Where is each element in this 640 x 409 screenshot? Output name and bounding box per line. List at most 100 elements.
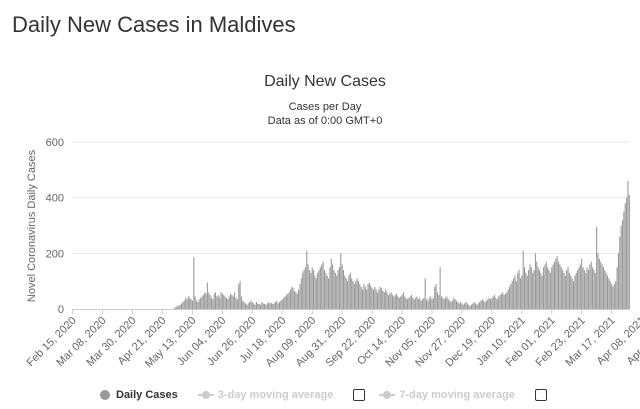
daily-cases-bar — [292, 288, 294, 310]
daily-cases-bar — [489, 299, 492, 309]
daily-cases-bar — [515, 281, 517, 309]
daily-cases-bar — [175, 306, 177, 309]
daily-cases-bar — [347, 281, 349, 309]
daily-cases-bar — [487, 299, 489, 309]
daily-cases-bar — [379, 286, 381, 309]
daily-cases-bar — [572, 281, 575, 309]
daily-cases-bar — [243, 302, 245, 309]
daily-cases-bar — [517, 272, 519, 309]
daily-cases-bar — [605, 272, 607, 309]
daily-cases-bar — [604, 270, 606, 309]
daily-cases-bar — [223, 295, 225, 309]
daily-cases-bar — [533, 270, 535, 309]
daily-cases-bar — [193, 257, 195, 309]
daily-cases-bar — [239, 281, 241, 309]
7-day-average-checkbox[interactable] — [534, 389, 547, 401]
daily-cases-bar — [186, 299, 188, 309]
daily-cases-bar — [308, 270, 311, 309]
daily-cases-bar — [581, 258, 583, 309]
daily-cases-bar — [563, 272, 565, 309]
daily-cases-bar — [600, 261, 602, 309]
daily-cases-bar — [620, 225, 622, 309]
daily-cases-bar — [254, 304, 256, 309]
daily-cases-bar — [246, 304, 248, 309]
daily-cases-bar — [454, 299, 456, 309]
daily-cases-bar — [453, 297, 455, 309]
daily-cases-bar — [439, 267, 441, 309]
daily-cases-bar — [250, 300, 252, 309]
daily-cases-bar — [355, 281, 357, 309]
daily-cases-bar — [431, 299, 433, 309]
daily-cases-bar — [378, 289, 380, 309]
daily-cases-bar — [611, 283, 613, 309]
daily-cases-bar — [438, 295, 440, 309]
daily-cases-bar — [445, 297, 447, 309]
daily-cases-bar — [466, 303, 468, 309]
daily-cases-bar — [590, 261, 592, 309]
daily-cases-bar — [504, 293, 507, 309]
daily-cases-bar — [363, 283, 365, 309]
daily-cases-bar — [562, 270, 564, 309]
daily-cases-bar — [518, 270, 520, 309]
daily-cases-bar — [374, 286, 376, 309]
daily-cases-bar — [234, 292, 236, 309]
legend-3-day-moving-average[interactable]: 3-day moving average — [197, 389, 334, 401]
daily-cases-bar — [240, 296, 242, 309]
daily-cases-bar — [540, 272, 542, 309]
daily-cases-bar — [434, 286, 436, 309]
daily-cases-bar — [322, 261, 324, 309]
chart-subtitle-data-as-of: Data as of 0:00 GMT+0 — [268, 115, 383, 127]
daily-cases-bar — [225, 297, 228, 309]
legend-3-day-label: 3-day moving average — [217, 389, 334, 401]
daily-cases-bar — [544, 264, 546, 309]
line-marker-icon — [379, 390, 396, 400]
daily-cases-bar — [360, 286, 362, 309]
daily-cases-bar — [415, 297, 417, 309]
daily-cases-bar — [472, 303, 474, 309]
daily-cases-bar — [435, 283, 437, 309]
daily-cases-bar — [485, 300, 487, 309]
daily-cases-bar — [592, 267, 594, 309]
daily-cases-bar — [423, 297, 425, 309]
legend-daily-cases[interactable]: Daily Cases — [100, 389, 178, 401]
3-day-average-checkbox[interactable] — [353, 389, 366, 401]
daily-cases-bar — [261, 302, 263, 309]
daily-cases-bar — [300, 278, 302, 309]
daily-cases-bar — [559, 264, 561, 309]
daily-cases-bar — [342, 270, 345, 309]
daily-cases-bar — [496, 299, 498, 309]
daily-cases-bar — [269, 303, 271, 309]
daily-cases-bar — [522, 250, 524, 309]
daily-cases-bar — [574, 275, 576, 309]
daily-cases-bar — [216, 296, 218, 309]
daily-cases-bar — [393, 296, 395, 309]
daily-cases-bar — [187, 296, 189, 309]
daily-cases-bar — [613, 283, 615, 309]
daily-cases-bar — [341, 264, 343, 309]
daily-cases-bar — [412, 297, 414, 309]
daily-cases-bar — [236, 299, 238, 309]
daily-cases-bar — [413, 299, 415, 309]
daily-cases-bar — [446, 296, 448, 309]
daily-cases-bar — [351, 278, 353, 309]
daily-cases-bar — [461, 303, 463, 309]
daily-cases-bar — [419, 297, 421, 309]
daily-cases-bar — [314, 275, 316, 309]
daily-cases-bar — [200, 297, 202, 309]
daily-cases-bar — [364, 286, 366, 309]
daily-cases-bar — [548, 270, 550, 309]
daily-cases-bar — [281, 299, 283, 309]
daily-cases-bar — [543, 267, 545, 309]
daily-cases-bar — [191, 300, 193, 309]
daily-cases-bar — [304, 267, 306, 309]
daily-cases-bar — [259, 304, 262, 309]
daily-cases-bar — [506, 292, 508, 309]
daily-cases-bar — [421, 299, 423, 309]
daily-cases-bar — [205, 293, 207, 309]
line-marker-icon — [197, 390, 214, 400]
legend-7-day-moving-average[interactable]: 7-day moving average — [379, 389, 515, 401]
daily-cases-bar — [417, 299, 419, 309]
daily-cases-bar — [401, 295, 403, 309]
daily-cases-bar — [521, 275, 523, 309]
